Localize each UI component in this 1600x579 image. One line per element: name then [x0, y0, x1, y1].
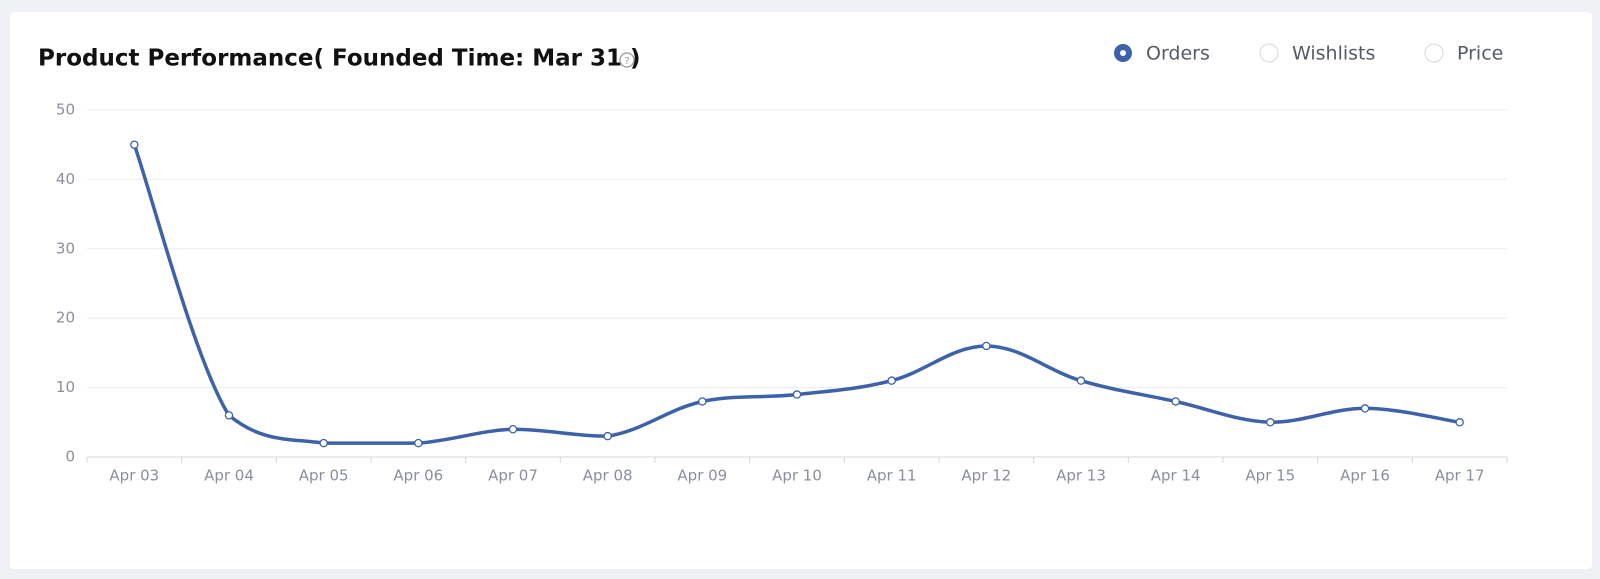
point	[319, 438, 328, 448]
point	[792, 390, 802, 399]
x-tick-label: Apr 17	[1435, 467, 1485, 485]
svg-text:?: ?	[624, 56, 629, 67]
y-tick-label: 40	[56, 170, 75, 188]
x-tick-label: Apr 10	[772, 467, 822, 485]
x-tick-label: Apr 15	[1245, 467, 1295, 485]
point	[698, 397, 707, 406]
legend-radio-dot	[1120, 50, 1126, 56]
legend-label[interactable]: Wishlists	[1292, 43, 1375, 65]
x-tick-label: Apr 11	[867, 467, 917, 485]
x-tick-label: Apr 03	[109, 467, 159, 485]
point	[1455, 418, 1464, 427]
x-tick-label: Apr 07	[488, 467, 538, 485]
x-tick-label: Apr 06	[393, 467, 443, 485]
y-tick-label: 10	[56, 378, 75, 396]
x-tick-label: Apr 16	[1340, 467, 1390, 485]
legend-label[interactable]: Orders	[1146, 43, 1210, 65]
chart-title: Product Performance( Founded Time: Mar 3…	[38, 46, 641, 72]
y-tick-label: 20	[56, 309, 75, 327]
help-icon[interactable]: ?	[619, 52, 635, 68]
x-tick-label: Apr 08	[583, 467, 633, 485]
point	[130, 140, 139, 149]
y-tick-label: 0	[65, 448, 75, 466]
legend-radio[interactable]	[1424, 43, 1444, 63]
line	[132, 144, 1460, 445]
point	[224, 411, 234, 420]
x-tick-label: Apr 05	[299, 467, 349, 485]
x-tick-label: Apr 14	[1151, 467, 1201, 485]
point	[1076, 376, 1086, 385]
card	[10, 12, 1592, 569]
x-tick-label: Apr 13	[1056, 467, 1106, 485]
y-tick-label: 30	[56, 239, 75, 257]
point	[603, 431, 612, 441]
point	[508, 424, 518, 434]
x-tick-label: Apr 09	[677, 467, 727, 485]
point	[1171, 397, 1180, 406]
legend-radio[interactable]	[1259, 43, 1279, 63]
point	[414, 438, 423, 448]
point	[982, 341, 991, 351]
legend-label[interactable]: Price	[1457, 43, 1503, 65]
x-tick-label: Apr 12	[961, 467, 1011, 485]
x-tick-label: Apr 04	[204, 467, 254, 485]
y-tick-label: 50	[56, 101, 75, 119]
point	[1266, 418, 1275, 427]
point	[1360, 404, 1370, 413]
point	[887, 376, 896, 385]
